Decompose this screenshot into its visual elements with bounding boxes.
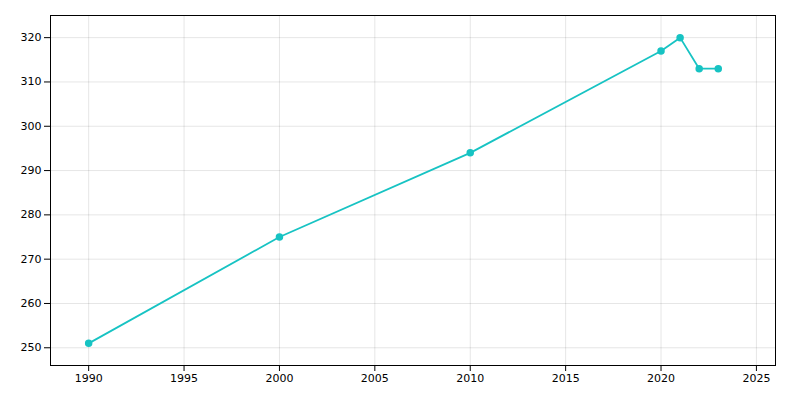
svg-text:1995: 1995 [170, 372, 198, 385]
svg-text:300: 300 [21, 120, 42, 133]
svg-text:2005: 2005 [361, 372, 389, 385]
svg-text:310: 310 [21, 75, 42, 88]
svg-text:2000: 2000 [265, 372, 293, 385]
svg-text:2025: 2025 [742, 372, 770, 385]
svg-text:250: 250 [21, 341, 42, 354]
svg-text:2010: 2010 [456, 372, 484, 385]
svg-text:260: 260 [21, 297, 42, 310]
svg-text:280: 280 [21, 208, 42, 221]
svg-text:2015: 2015 [552, 372, 580, 385]
svg-text:2020: 2020 [647, 372, 675, 385]
svg-text:270: 270 [21, 253, 42, 266]
svg-text:1990: 1990 [75, 372, 103, 385]
svg-text:290: 290 [21, 164, 42, 177]
svg-text:320: 320 [21, 31, 42, 44]
